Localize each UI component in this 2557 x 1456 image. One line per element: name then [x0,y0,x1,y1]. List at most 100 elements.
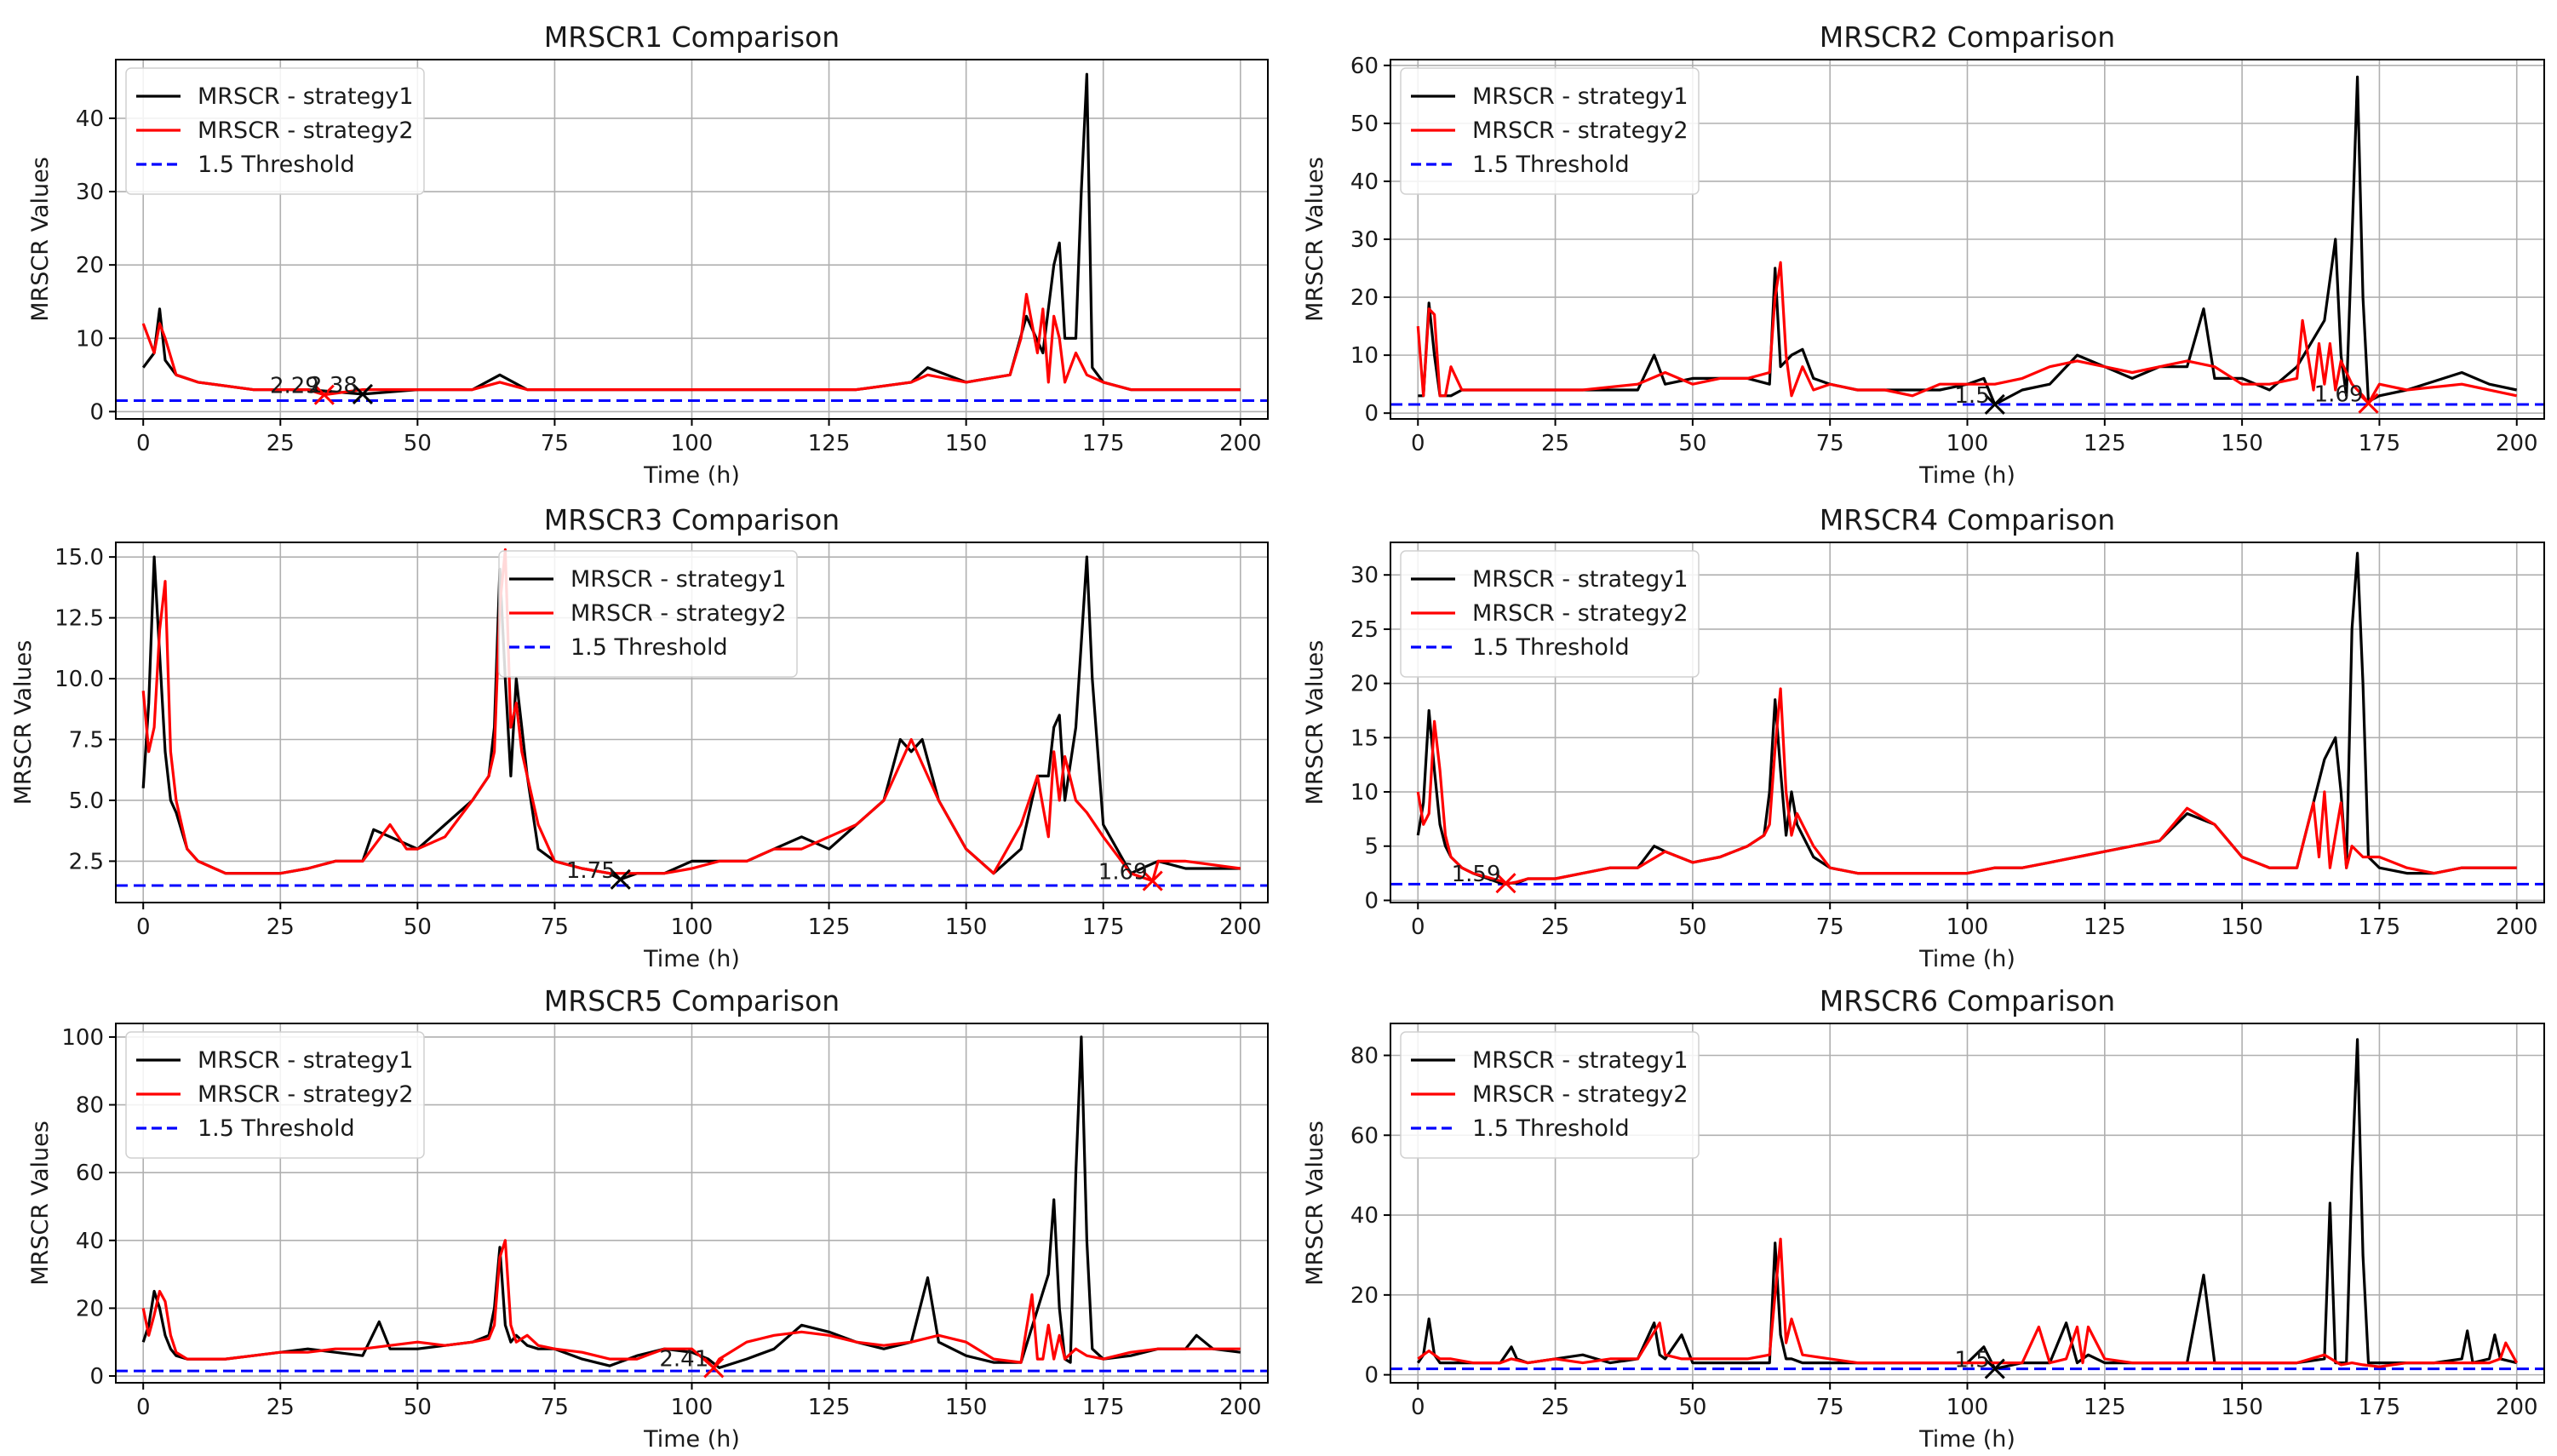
x-axis-label: Time (h) [1918,1426,2015,1453]
series-strategy2-line [1417,1237,2519,1368]
annotation-marker [1142,870,1163,891]
x-tick-label: 175 [1082,1395,1125,1420]
legend: MRSCR - strategy1 MRSCR - strategy2 1.5 Th… [125,67,425,195]
x-tick-label: 0 [1411,914,1425,940]
legend-label: MRSCR - strategy2 [1472,600,1688,627]
annotation-marker [703,1357,725,1379]
legend-label: MRSCR - strategy2 [1472,1081,1688,1108]
x-tick-label: 75 [541,431,569,456]
legend: MRSCR - strategy1 MRSCR - strategy2 1.5 Th… [1400,1031,1700,1159]
x-tick-label: 200 [1219,431,1262,456]
y-tick-label: 7.5 [69,728,104,754]
x-tick-label: 25 [1541,431,1569,456]
x-tick-label: 25 [1541,1395,1569,1420]
legend-label: MRSCR - strategy1 [1472,1047,1688,1074]
y-tick-label: 60 [76,1161,104,1186]
legend-threshold: 1.5 Threshold [1411,152,1630,178]
annotation-label: 2.41 [659,1346,708,1372]
marker-stroke [703,1357,725,1379]
legend-strategy1: MRSCR - strategy1 [136,83,414,110]
y-tick-label: 5.0 [69,788,104,814]
legend-label: MRSCR - strategy2 [570,600,787,627]
x-tick-label: 50 [404,914,432,940]
legend: MRSCR - strategy1 MRSCR - strategy2 1.5 Th… [1400,67,1700,195]
legend-label: 1.5 Threshold [570,634,728,661]
x-tick-label: 125 [808,914,851,940]
annotation-label: 1.69 [2314,382,2364,408]
x-tick-label: 25 [1541,914,1569,940]
y-tick-label: 40 [76,106,104,132]
y-axis-label: MRSCR Values [1302,1121,1328,1286]
y-tick-label: 60 [1350,54,1379,79]
chart-panel-4: 1.59 0 25 50 75 100 125 150 175 200 0 5 10 15 20 25 30 MR… [1302,503,2545,972]
legend-label: MRSCR - strategy1 [1472,83,1688,110]
x-tick-label: 75 [1816,914,1844,940]
y-tick-label: 12.5 [54,606,104,632]
x-tick-label: 50 [1678,431,1706,456]
legend: MRSCR - strategy1 MRSCR - strategy2 1.5 Th… [498,550,798,678]
x-axis-label: Time (h) [643,946,740,972]
y-tick-label: 0 [1364,1363,1379,1389]
x-tick-label: 125 [808,1395,851,1420]
x-tick-label: 75 [541,1395,569,1420]
x-tick-label: 200 [2496,431,2538,456]
annotation-marker [1984,1358,2005,1379]
y-tick-label: 100 [61,1025,104,1051]
chart-panel-6: 1.5 0 25 50 75 100 125 150 175 200 0 20 40 60 80 MRSCR6… [1302,984,2545,1453]
marker-stroke [352,383,373,404]
annotation-marker [352,383,373,404]
y-tick-label: 80 [1350,1044,1379,1069]
x-tick-label: 100 [1946,914,1989,940]
y-tick-label: 10 [1350,780,1379,805]
x-tick-label: 125 [2084,914,2126,940]
x-tick-label: 125 [2084,1395,2126,1420]
legend-threshold: 1.5 Threshold [1411,1115,1630,1142]
x-tick-label: 200 [1219,1395,1262,1420]
x-tick-label: 125 [2084,431,2126,456]
annotation-label: 2.38 [308,373,358,398]
y-axis-label: MRSCR Values [27,157,54,322]
x-tick-label: 50 [404,1395,432,1420]
x-tick-label: 75 [1816,1395,1844,1420]
x-tick-label: 150 [945,431,988,456]
y-tick-label: 60 [1350,1123,1379,1149]
legend-label: MRSCR - strategy2 [198,1081,414,1108]
series-strategy2-line [141,547,1241,883]
x-tick-label: 175 [1082,431,1125,456]
marker-stroke [313,384,335,405]
x-tick-label: 150 [2221,1395,2263,1420]
x-tick-label: 100 [1946,431,1989,456]
legend-box [1400,550,1700,678]
legend-strategy1: MRSCR - strategy1 [509,566,787,593]
x-tick-label: 0 [136,914,151,940]
legend-label: MRSCR - strategy1 [198,83,414,110]
annotation-marker [313,384,335,405]
x-tick-label: 0 [136,1395,151,1420]
marker-stroke [2358,393,2379,414]
x-axis-label: Time (h) [643,462,740,489]
annotation-label: 1.5 [1954,383,1989,409]
chart-title: MRSCR6 Comparison [1820,984,2115,1017]
chart-panel-3: 1.75 1.69 0 25 50 75 100 125 150 175 200 2.5 5.0 7.5 1… [10,503,1269,972]
x-tick-label: 100 [671,914,714,940]
legend-strategy2: MRSCR - strategy2 [136,118,414,144]
x-tick-label: 100 [671,1395,714,1420]
y-axis-label: MRSCR Values [1302,640,1328,805]
x-tick-label: 200 [2496,1395,2538,1420]
y-axis-label: MRSCR Values [10,640,37,805]
chart-panel-5: 2.41 0 25 50 75 100 125 150 175 200 0 20 40 60 80 100 MR… [27,984,1269,1453]
x-tick-label: 0 [136,431,151,456]
legend: MRSCR - strategy1 MRSCR - strategy2 1.5 Th… [1400,550,1700,678]
legend-label: 1.5 Threshold [1472,634,1630,661]
marker-stroke [1984,1358,2005,1379]
x-tick-label: 50 [1678,1395,1706,1420]
x-tick-label: 150 [2221,431,2263,456]
annotation-label: 2.29 [270,374,319,399]
x-tick-label: 25 [267,1395,295,1420]
y-tick-label: 0 [89,399,104,425]
y-tick-label: 25 [1350,617,1379,643]
series-strategy2-line [141,293,1241,397]
x-axis-label: Time (h) [1918,946,2015,972]
y-tick-label: 20 [1350,1283,1379,1309]
y-tick-label: 10.0 [54,667,104,692]
